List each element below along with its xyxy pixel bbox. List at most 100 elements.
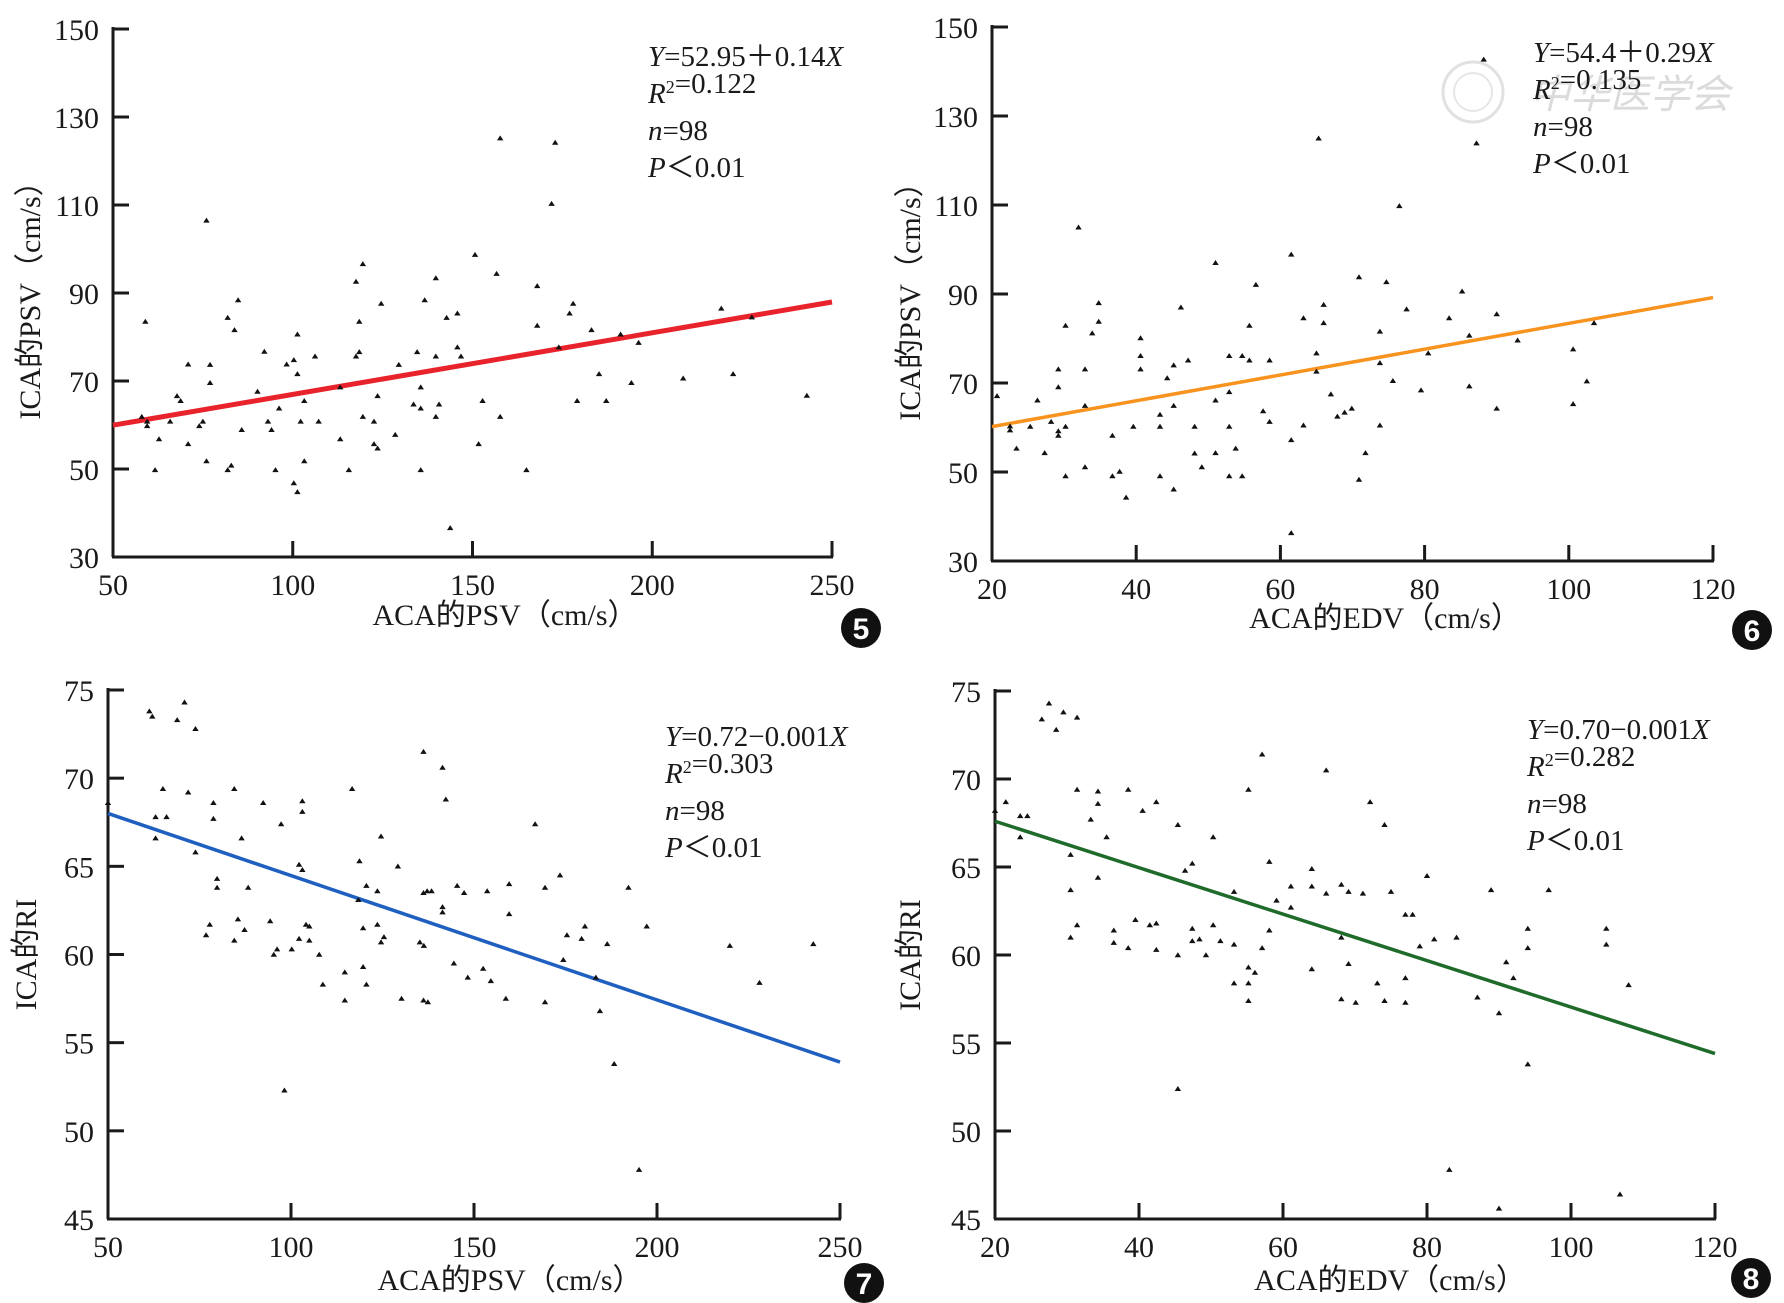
data-point [151,467,159,473]
data-point [359,925,367,931]
data-point [315,951,323,957]
r2-value: =0.135 [1560,64,1642,96]
y-tick-label: 65 [951,852,981,885]
superscript-2: 2 [1551,73,1560,93]
data-point [1038,716,1045,722]
data-point [1287,904,1295,910]
data-point [1345,961,1352,966]
data-point [1396,203,1403,209]
data-point [166,418,174,424]
r-squared-label: R2=0.122 [647,68,756,110]
regression-equation: Y=0.70−0.001X [1527,714,1711,746]
data-point [184,441,192,447]
equation-lhs: Y [1527,714,1546,746]
data-point [1202,952,1210,958]
data-point [1389,377,1397,383]
data-point [1288,530,1295,536]
equation-lhs: Y [648,41,667,73]
data-point [1075,224,1082,230]
x-tick-label: 150 [452,1231,497,1264]
y-tick-label: 70 [69,366,99,399]
data-point [301,458,308,464]
data-point [264,418,272,424]
data-point [556,872,564,878]
data-point [756,979,763,985]
y-tick-label: 150 [54,14,99,47]
data-point [505,911,513,917]
data-point [1230,888,1238,894]
data-point [1062,322,1069,328]
y-tick-label: 55 [951,1028,981,1061]
data-point [1320,320,1327,326]
data-point [1524,1061,1531,1067]
data-point [1094,800,1102,806]
data-point [617,331,624,337]
equation-rhs: =54.4＋0.29 [1549,37,1696,69]
data-point [1252,281,1260,287]
data-point [210,800,217,806]
y-tick-label: 75 [64,675,94,708]
data-point [1327,391,1335,397]
data-point [206,921,213,927]
data-point [277,821,285,827]
data-point [1409,911,1416,917]
data-point [238,427,245,433]
data-point [1156,423,1164,429]
data-point [534,283,541,289]
data-point [439,764,446,770]
data-point [1348,405,1355,411]
data-point [1116,468,1123,474]
data-point [380,934,388,940]
equation-var: X [1691,714,1711,746]
data-point [173,393,181,399]
data-point [1226,423,1233,429]
panel-number-badge [841,608,881,648]
sample-size-label: n=98 [665,795,725,827]
data-point [1045,700,1053,706]
data-point [541,999,549,1005]
data-point [294,371,301,377]
x-tick-label: 50 [98,569,128,602]
y-tick-label: 50 [951,1116,981,1149]
y-tick-label: 60 [951,940,981,973]
data-point [1402,999,1409,1005]
data-point [281,1087,288,1093]
data-point [1196,936,1203,942]
data-point [1245,964,1252,970]
data-point [1174,952,1182,958]
watermark-emblem-icon [1441,60,1505,124]
data-point [1055,432,1062,438]
data-point [1174,821,1182,827]
data-point [1313,350,1320,356]
x-tick-label: 40 [1121,573,1151,606]
data-point [1095,318,1102,324]
data-point [1493,405,1500,411]
data-point [1569,401,1577,407]
data-point [1055,428,1062,434]
y-tick-label: 150 [933,12,978,45]
data-point [1487,887,1495,893]
data-point [1189,938,1196,944]
data-point [421,297,428,303]
data-point [1345,888,1352,894]
data-point [359,261,367,267]
p-value: ＜0.01 [683,832,763,864]
data-point [1191,423,1198,429]
data-point [1109,432,1116,438]
panel-number: 6 [1744,615,1761,648]
y-tick-label: 30 [948,546,978,579]
data-point [1191,450,1198,456]
data-point [718,305,725,311]
n-value: =98 [663,115,708,147]
data-point [311,353,319,359]
y-tick-label: 110 [934,190,978,223]
data-point [1238,473,1246,479]
data-point [337,384,344,390]
data-point [1067,934,1074,940]
x-tick-label: 20 [977,573,1007,606]
data-point [1387,888,1395,894]
data-point [1184,357,1192,363]
data-point [726,942,734,948]
